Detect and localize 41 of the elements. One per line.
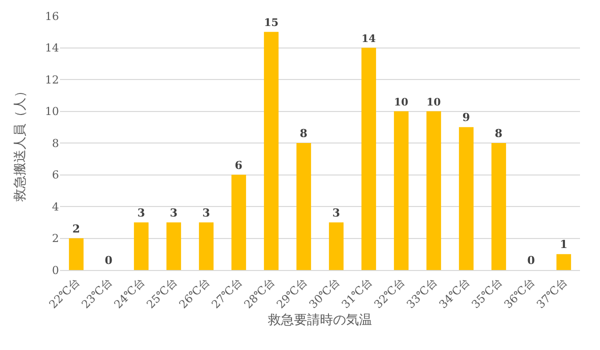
y-tick-label: 0: [52, 264, 59, 277]
data-label: 8: [300, 127, 308, 140]
data-label: 15: [264, 17, 279, 30]
y-tick-label: 12: [45, 73, 59, 86]
data-label: 9: [462, 111, 470, 124]
bar: [458, 127, 474, 270]
bar: [361, 48, 376, 270]
data-label: 1: [560, 238, 568, 252]
x-axis-title: 救急要請時の気温: [267, 313, 372, 328]
y-tick-label: 16: [45, 10, 59, 23]
bar: [328, 222, 344, 270]
data-label: 6: [234, 158, 243, 172]
y-tick-label: 2: [52, 232, 59, 246]
bar: [68, 238, 84, 270]
data-label: 3: [332, 206, 340, 220]
data-label: 0: [527, 254, 536, 267]
data-label: 2: [72, 222, 80, 236]
y-tick-label: 10: [45, 105, 59, 118]
bar: [491, 143, 506, 270]
data-label: 3: [170, 206, 178, 220]
data-label: 8: [494, 127, 503, 140]
data-label: 14: [361, 32, 376, 45]
bar: [231, 174, 246, 270]
y-tick-label: 6: [52, 168, 59, 182]
bar: [556, 254, 572, 270]
bar: [394, 111, 409, 270]
data-label: 10: [394, 96, 408, 108]
bar: [426, 111, 442, 270]
data-label: 10: [426, 96, 441, 108]
bar: [134, 222, 149, 270]
data-label: 0: [104, 254, 113, 267]
bar: [166, 222, 182, 270]
y-tick-label: 4: [52, 200, 59, 214]
y-tick-label: 14: [45, 42, 59, 55]
bar: [264, 32, 279, 270]
y-axis-title: 救急搬送人員（人）: [13, 84, 28, 202]
data-label: 3: [202, 206, 210, 220]
y-tick-label: 8: [52, 136, 59, 150]
bar: [296, 143, 312, 270]
bar: [198, 222, 214, 270]
data-label: 3: [137, 206, 146, 220]
